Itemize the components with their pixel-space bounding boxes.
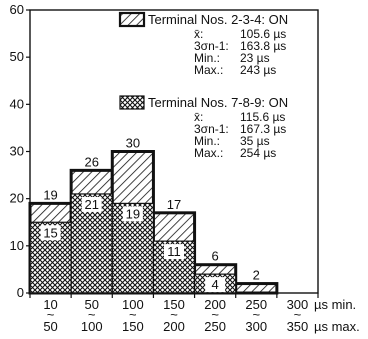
x-tick-label-max: 100 bbox=[81, 319, 103, 334]
x-tick-label-max: 350 bbox=[287, 319, 309, 334]
bar-series-1 bbox=[234, 282, 279, 295]
x-tick-label-max: 200 bbox=[163, 319, 185, 334]
x-tick-label-min: 300 bbox=[287, 297, 309, 312]
x-tick-label-min: 250 bbox=[245, 297, 267, 312]
range-separator-tilde: ~ bbox=[47, 307, 55, 322]
bar-value-label-series-2: 11 bbox=[167, 244, 181, 259]
y-tick-label: 10 bbox=[10, 238, 24, 253]
x-unit-max-label: µs max. bbox=[314, 319, 360, 334]
legend-label-series-1: Terminal Nos. 2-3-4: ON bbox=[148, 12, 288, 27]
legend-swatch-series-2 bbox=[119, 95, 145, 110]
legend-stat-series-1-label: 3σn-1: bbox=[194, 39, 229, 53]
x-tick-label-min: 100 bbox=[122, 297, 144, 312]
bar-value-label-series-1: 19 bbox=[43, 187, 57, 202]
legend-stat-series-2-label: x̄: bbox=[194, 110, 203, 124]
legend-stat-series-2-value: 167.3 µs bbox=[240, 122, 286, 136]
bar-value-label-series-1: 17 bbox=[167, 197, 181, 212]
range-separator-tilde: ~ bbox=[88, 307, 96, 322]
range-separator-tilde: ~ bbox=[252, 307, 260, 322]
y-tick-label: 30 bbox=[10, 144, 24, 159]
bar-value-label-series-1: 2 bbox=[253, 268, 260, 283]
legend-stat-series-2-label: Min.: bbox=[194, 134, 220, 148]
x-tick-label-min: 200 bbox=[204, 297, 226, 312]
y-tick-label: 60 bbox=[10, 2, 24, 17]
legend-stat-series-1-value: 23 µs bbox=[240, 51, 270, 65]
x-tick-label-min: 150 bbox=[163, 297, 185, 312]
bar-value-label-bg bbox=[81, 196, 102, 212]
legend-swatch-series-1 bbox=[118, 11, 146, 28]
x-tick-label-max: 300 bbox=[245, 319, 267, 334]
x-tick-label-min: 50 bbox=[84, 297, 98, 312]
legend-stat-series-2-value: 35 µs bbox=[240, 134, 270, 148]
y-tick-label: 50 bbox=[10, 49, 24, 64]
bar-value-label-bg bbox=[122, 206, 143, 222]
bar-value-label-series-2: 19 bbox=[126, 206, 140, 221]
bar-value-label-series-1: 26 bbox=[84, 154, 98, 169]
y-tick-label: 0 bbox=[17, 285, 24, 300]
x-unit-min-label: µs min. bbox=[314, 297, 356, 312]
legend-stat-series-2-value: 115.6 µs bbox=[240, 110, 285, 124]
range-separator-tilde: ~ bbox=[129, 307, 137, 322]
legend: Terminal Nos. 2-3-4: ONx̄: 105.6 µs3σn-1:… bbox=[118, 11, 288, 160]
bar-labels: 19 26 30 17 6 2 15 21 19 11 4 bbox=[40, 136, 260, 293]
bar-value-label-series-1: 30 bbox=[126, 136, 140, 151]
legend-stat-series-1-value: 105.6 µs bbox=[240, 27, 286, 41]
legend-stat-series-1-value: 243 µs bbox=[240, 63, 276, 77]
x-tick-label-min: 10 bbox=[43, 297, 57, 312]
bar-value-label-series-2: 4 bbox=[212, 277, 219, 292]
bar-value-label-bg bbox=[205, 277, 226, 293]
range-separator-tilde: ~ bbox=[294, 307, 302, 322]
range-separator-tilde: ~ bbox=[170, 307, 178, 322]
legend-stat-series-2-label: 3σn-1: bbox=[194, 122, 229, 136]
legend-stat-series-1-label: Min.: bbox=[194, 51, 220, 65]
legend-stat-series-1-value: 163.8 µs bbox=[240, 39, 286, 53]
legend-stat-series-2-value: 254 µs bbox=[240, 146, 276, 160]
legend-label-series-2: Terminal Nos. 7-8-9: ON bbox=[148, 95, 288, 110]
y-tick-label: 40 bbox=[10, 96, 24, 111]
legend-stat-series-1-label: Max.: bbox=[194, 63, 223, 77]
bar-value-label-series-1: 6 bbox=[212, 249, 219, 264]
bar-value-label-series-2: 21 bbox=[84, 197, 98, 212]
axes: 010203040506010~5050~100100~150150~20020… bbox=[10, 2, 360, 334]
range-separator-tilde: ~ bbox=[211, 307, 219, 322]
x-tick-label-max: 150 bbox=[122, 319, 144, 334]
x-tick-label-max: 250 bbox=[204, 319, 226, 334]
legend-stat-series-1-label: x̄: bbox=[194, 27, 203, 41]
x-tick-label-max: 50 bbox=[43, 319, 57, 334]
bar-value-label-bg bbox=[164, 244, 184, 260]
bar-value-label-bg bbox=[40, 225, 61, 241]
bar-value-label-series-2: 15 bbox=[43, 225, 57, 240]
legend-stat-series-2-label: Max.: bbox=[194, 146, 223, 160]
y-tick-label: 20 bbox=[10, 191, 24, 206]
